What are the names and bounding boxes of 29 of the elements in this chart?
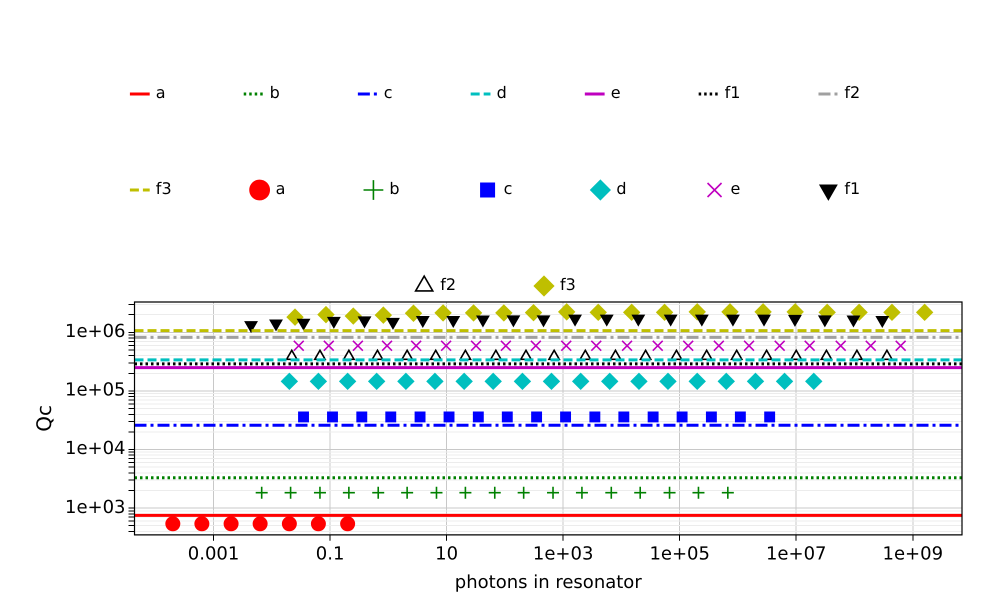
y-tick-label: 1e+04	[64, 438, 126, 460]
legend-label: f1	[844, 179, 860, 198]
x-tick-label: 1e+09	[882, 543, 944, 564]
x-tick-label: 10	[435, 543, 458, 564]
legend-label: e	[730, 179, 740, 198]
x-axis-title: photons in resonator	[454, 572, 642, 593]
x-tick-label: 0.001	[188, 543, 240, 564]
legend-label: f2	[440, 275, 456, 294]
y-axis-title: Qc	[32, 405, 56, 432]
legend-label: c	[504, 179, 512, 198]
legend-label: a	[156, 83, 166, 102]
legend-label: b	[389, 179, 400, 198]
x-tick-label: 1e+07	[766, 543, 826, 564]
legend-label: c	[384, 83, 393, 102]
y-tick-label: 1e+06	[64, 321, 126, 342]
legend-label: d	[496, 83, 507, 102]
legend-label: f1	[724, 83, 740, 102]
legend-label: e	[610, 83, 621, 102]
legend-label: a	[276, 179, 286, 198]
legend-label: d	[616, 179, 627, 198]
y-tick-label: 1e+03	[64, 496, 126, 518]
legend-label: f3	[156, 179, 172, 198]
legend-label: b	[270, 83, 280, 102]
x-tick-label: 1e+03	[532, 543, 594, 564]
x-tick-label: 1e+05	[649, 543, 710, 564]
y-tick-label: 1e+05	[64, 380, 126, 401]
legend-label: f2	[844, 83, 860, 102]
x-tick-label: 0.1	[316, 543, 344, 564]
legend-label: f3	[560, 275, 576, 294]
